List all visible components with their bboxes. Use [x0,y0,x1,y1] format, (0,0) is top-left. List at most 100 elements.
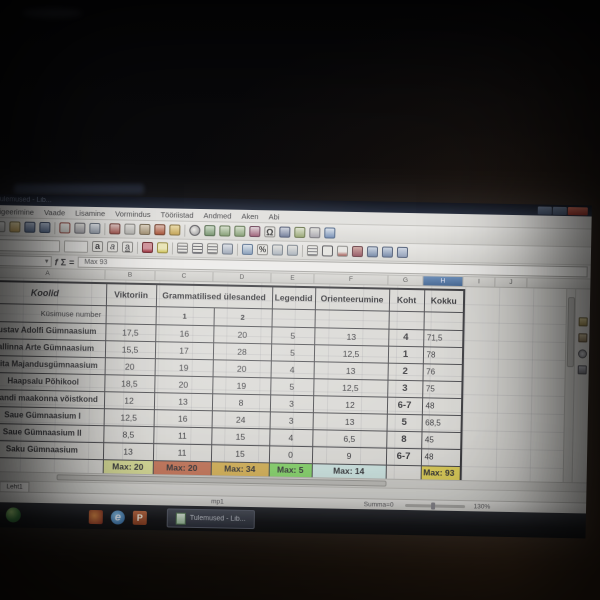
font-size-box[interactable] [63,239,89,253]
menu-insert[interactable]: Lisamine [75,208,106,218]
indent-increase-icon[interactable] [306,245,319,257]
column-header-selected[interactable]: H [423,276,464,287]
sum-icon[interactable]: Σ [60,256,67,267]
table-cell[interactable]: 75 [422,380,463,399]
school-name[interactable]: Saku Gümnaasium [0,439,104,460]
table-cell[interactable]: 78 [422,346,464,365]
background-color-icon[interactable] [336,245,349,257]
open-icon[interactable] [9,221,21,233]
header-kokku[interactable]: Kokku [423,289,465,313]
table-cell[interactable]: 13 [153,392,213,411]
paste-icon[interactable] [139,223,151,236]
zoom-level[interactable]: 130% [473,502,491,511]
table-cell[interactable]: 12 [312,395,388,414]
align-left-icon[interactable] [176,242,189,254]
delete-row-icon[interactable] [396,246,409,258]
bold-icon[interactable]: a [91,240,104,253]
properties-icon[interactable] [578,317,588,327]
table-cell[interactable]: 6-7 [385,447,422,466]
powerpoint-icon[interactable]: P [132,510,147,525]
highlight-color-icon[interactable] [156,242,169,254]
table-cell[interactable]: 19 [212,376,271,395]
table-cell[interactable]: 5 [270,343,315,362]
header-koolid[interactable]: Koolid [0,280,107,306]
copy-icon[interactable] [124,223,136,235]
table-cell[interactable]: 17 [154,341,214,360]
table-cell[interactable]: 1 [387,345,424,364]
table-cell[interactable]: 15,5 [104,340,156,359]
header-viktoriin[interactable]: Viktoriin [105,283,157,307]
table-cell[interactable]: 9 [311,446,387,465]
header-grammatilised[interactable]: Grammatilised ülesanded [155,284,273,309]
align-right-icon[interactable] [206,243,219,255]
table-cell[interactable]: 15 [211,427,270,446]
table-cell[interactable]: 3 [269,394,314,413]
column-header[interactable]: I [463,277,496,287]
table-cell[interactable]: 20 [154,375,213,394]
table-cell[interactable]: 4 [269,428,313,447]
table-cell[interactable]: 3 [387,379,423,398]
table-cell[interactable]: 13 [102,442,154,461]
font-name-box[interactable] [0,238,61,252]
percent-icon[interactable]: % [256,244,269,256]
sort-ascending-icon[interactable] [219,225,231,237]
table-cell[interactable]: 4 [270,360,314,379]
menu-format[interactable]: Vormindus [115,208,151,219]
save-icon[interactable] [24,221,36,233]
navigator-icon[interactable] [204,225,216,237]
table-cell[interactable]: 12,5 [103,408,154,427]
school-name[interactable]: Saue Gümnaasium I [0,405,104,426]
table-cell[interactable]: 28 [212,342,272,361]
close-button[interactable] [567,206,588,215]
save-as-icon[interactable] [39,221,51,234]
table-cell[interactable] [314,309,389,329]
table-cell[interactable]: 19 [154,358,213,377]
table-cell[interactable]: 8,5 [103,425,154,444]
subheader-1[interactable]: 1 [155,306,214,326]
menu-window[interactable]: Aken [241,211,259,221]
insert-row-icon[interactable] [366,246,379,258]
school-name[interactable]: Gustav Adolfi Gümnaasium [0,320,106,341]
gallery-icon[interactable] [294,226,306,239]
table-cell[interactable]: 8 [386,430,422,449]
function-wizard-icon[interactable]: f [54,256,58,267]
table-cell[interactable]: 4 [388,328,424,347]
table-cell[interactable]: 2 [387,362,423,381]
hyperlink-icon[interactable] [279,226,291,238]
school-name[interactable]: Viljandi maakonna võistkond [0,388,105,409]
conditional-format-icon[interactable] [351,245,364,258]
column-header[interactable]: E [271,273,315,284]
table-cell[interactable] [388,310,424,330]
taskbar-window-button[interactable]: Tulemused - Lib... [166,508,255,530]
table-cell[interactable]: 0 [268,445,313,464]
column-header[interactable]: F [314,274,389,285]
functions-icon[interactable] [577,365,587,375]
header-koht[interactable]: Koht [388,288,425,312]
table-cell[interactable]: 16 [155,324,214,343]
subheader-label[interactable]: Küsimuse number [0,302,106,324]
table-cell[interactable]: 11 [152,443,212,462]
table-cell[interactable]: 68,5 [421,414,462,433]
column-header[interactable]: B [105,270,156,281]
currency-icon[interactable] [241,243,254,256]
table-cell[interactable]: 6,5 [312,429,387,448]
menu-data[interactable]: Andmed [203,210,232,221]
table-cell[interactable]: 12,5 [313,378,388,397]
table-cell[interactable]: 3 [269,411,313,430]
format-paintbrush-icon[interactable] [154,224,166,236]
print-preview-icon[interactable] [89,222,101,235]
table-cell[interactable]: 45 [421,431,462,450]
school-name[interactable]: Haapsalu Põhikool [0,371,105,392]
school-name[interactable]: Pirita Majandusgümnaasium [0,354,105,375]
border-icon[interactable] [321,245,334,257]
column-header[interactable]: J [495,277,528,288]
decimal-add-icon[interactable] [271,244,284,256]
table-cell[interactable]: 48 [421,397,463,416]
subheader-2[interactable]: 2 [213,307,272,327]
table-cell[interactable] [423,311,464,331]
italic-icon[interactable]: a [106,241,119,253]
underline-icon[interactable]: a [121,241,134,253]
maximize-button[interactable] [552,206,567,215]
chart-icon[interactable] [249,225,261,238]
table-cell[interactable]: 8 [211,393,271,412]
